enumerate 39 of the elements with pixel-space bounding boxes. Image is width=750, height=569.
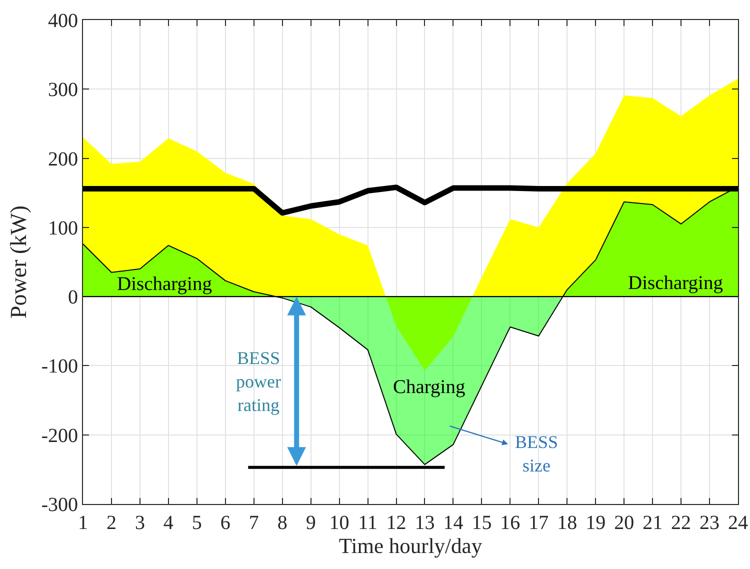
x-tick-label: 20 bbox=[614, 512, 634, 534]
x-tick-label: 5 bbox=[192, 512, 202, 534]
y-tick-label: -200 bbox=[41, 424, 78, 447]
x-tick-label: 21 bbox=[642, 512, 663, 534]
y-axis-title: Power (kW) bbox=[6, 205, 31, 319]
x-tick-label: 7 bbox=[248, 512, 259, 534]
x-tick-label: 2 bbox=[106, 512, 116, 534]
y-tick-label: 200 bbox=[48, 148, 78, 170]
x-tick-label: 10 bbox=[329, 512, 350, 534]
x-tick-label: 16 bbox=[500, 512, 520, 534]
annotation: Discharging bbox=[628, 273, 724, 294]
annotation: BESS power rating bbox=[236, 348, 281, 415]
x-tick-label: 4 bbox=[163, 512, 174, 534]
x-tick-label: 3 bbox=[134, 512, 145, 534]
x-tick-label: 12 bbox=[386, 512, 406, 534]
y-tick-label: -300 bbox=[41, 494, 78, 516]
y-tick-label: 300 bbox=[48, 79, 78, 102]
x-axis-title: Time hourly/day bbox=[338, 534, 482, 558]
x-tick-label: 9 bbox=[306, 512, 316, 534]
x-tick-label: 13 bbox=[414, 512, 435, 534]
x-tick-label: 1 bbox=[78, 512, 88, 534]
y-tick-label: 0 bbox=[68, 286, 78, 309]
y-tick-label: 100 bbox=[48, 217, 78, 240]
annotation: BESS size bbox=[515, 432, 558, 476]
x-tick-label: 24 bbox=[728, 512, 748, 534]
annotation: Charging bbox=[393, 377, 466, 398]
x-tick-label: 15 bbox=[472, 512, 492, 534]
x-tick-label: 14 bbox=[443, 512, 464, 534]
x-tick-label: 11 bbox=[358, 512, 378, 534]
x-tick-label: 17 bbox=[528, 512, 549, 534]
x-tick-label: 6 bbox=[220, 512, 230, 534]
x-tick-label: 23 bbox=[700, 512, 720, 534]
x-tick-label: 19 bbox=[586, 512, 606, 534]
x-tick-label: 8 bbox=[277, 512, 288, 534]
x-tick-label: 18 bbox=[557, 512, 578, 534]
x-tick-label: 22 bbox=[671, 512, 692, 534]
y-tick-label: 400 bbox=[48, 10, 78, 32]
y-tick-label: -100 bbox=[41, 356, 78, 378]
annotation: Discharging bbox=[117, 274, 212, 295]
